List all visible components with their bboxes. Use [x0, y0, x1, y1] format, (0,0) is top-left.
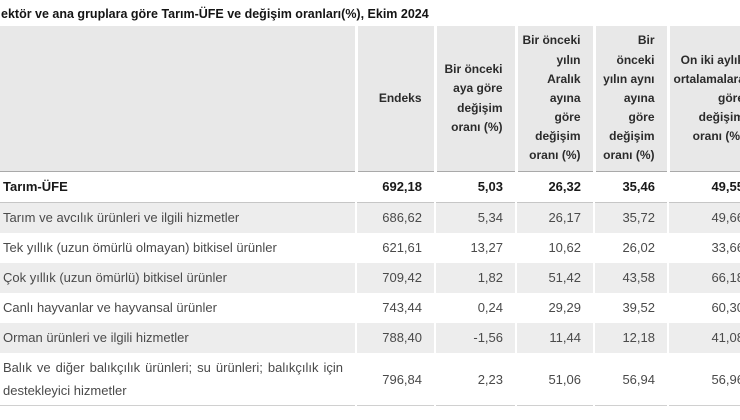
cell-value: 5,03	[434, 171, 516, 203]
cell-value: 2,23	[434, 353, 516, 406]
cell-value: 796,84	[355, 353, 435, 406]
cell-value: 743,44	[355, 293, 435, 323]
column-header-endeks: Endeks	[354, 26, 435, 172]
row-label: Çok yıllık (uzun ömürlü) bitkisel ürünle…	[0, 263, 356, 293]
column-header-category	[0, 26, 356, 172]
column-header-monthly-change: Bir önceki aya göre değişim oranı (%)	[433, 26, 516, 172]
cell-value: 26,02	[593, 233, 668, 263]
cell-value: 0,24	[434, 293, 516, 323]
row-label: Canlı hayvanlar ve hayvansal ürünler	[3, 299, 217, 315]
cell-value: 621,61	[355, 233, 435, 263]
cell-value: 41,08	[667, 323, 740, 353]
agri-ppi-table: Endeks Bir önceki aya göre değişim oranı…	[0, 26, 740, 406]
cell-value: 10,62	[515, 233, 594, 263]
table-header: Endeks Bir önceki aya göre değişim oranı…	[0, 26, 740, 172]
table-container: Endeks Bir önceki aya göre değişim oranı…	[0, 26, 740, 406]
row-label: Tek yıllık (uzun ömürlü olmayan) bitkise…	[3, 239, 277, 255]
table-row: Balık ve diğer balıkçılık ürünleri; su ü…	[0, 353, 740, 406]
cell-value: 11,44	[515, 323, 594, 353]
table-row: Orman ürünleri ve ilgili hizmetler 788,4…	[0, 323, 740, 353]
cell-value: 39,52	[593, 293, 668, 323]
cell-value: 35,46	[593, 171, 668, 203]
cell-value: 5,34	[434, 202, 516, 233]
table-body: Tarım-ÜFE 692,18 5,03 26,32 35,46 49,55 …	[0, 171, 740, 406]
column-header-yearly-change: Bir önceki yılın aynı ayına göre değişim…	[592, 26, 668, 172]
cell-value: 35,72	[593, 202, 668, 233]
cell-value: 56,94	[593, 353, 668, 406]
cell-value: 26,17	[515, 202, 594, 233]
cell-value: 43,58	[593, 263, 668, 293]
cell-value: 56,96	[667, 353, 740, 406]
column-header-twelve-month-avg-change: On iki aylık ortalamalara göre değişim o…	[666, 26, 740, 172]
column-header-since-december-change: Bir önceki yılın Aralık ayına göre değiş…	[514, 26, 594, 172]
cell-value: 60,30	[667, 293, 740, 323]
row-label: Tarım-ÜFE	[0, 171, 356, 203]
cell-value: 13,27	[434, 233, 516, 263]
cell-value: 26,32	[515, 171, 594, 203]
cell-value: 12,18	[593, 323, 668, 353]
page-title: ektör ve ana gruplara göre Tarım-ÜFE ve …	[1, 7, 429, 21]
cell-value: -1,56	[434, 323, 516, 353]
cell-value: 788,40	[355, 323, 435, 353]
table-row: Canlı hayvanlar ve hayvansal ürünler 743…	[0, 293, 740, 323]
cell-value: 49,55	[667, 171, 740, 203]
cell-value: 49,66	[667, 202, 740, 233]
cell-value: 51,06	[515, 353, 594, 406]
cell-value: 33,66	[667, 233, 740, 263]
cell-value: 709,42	[355, 263, 435, 293]
table-row: Çok yıllık (uzun ömürlü) bitkisel ürünle…	[0, 263, 740, 293]
header-row: Endeks Bir önceki aya göre değişim oranı…	[0, 26, 740, 172]
cell-value: 51,42	[515, 263, 594, 293]
row-label: Orman ürünleri ve ilgili hizmetler	[0, 323, 356, 353]
table-row: Tek yıllık (uzun ömürlü olmayan) bitkise…	[0, 233, 740, 263]
cell-value: 29,29	[515, 293, 594, 323]
row-label: Tarım ve avcılık ürünleri ve ilgili hizm…	[0, 202, 356, 233]
cell-value: 1,82	[434, 263, 516, 293]
row-label: Balık ve diğer balıkçılık ürünleri; su ü…	[0, 353, 356, 406]
table-row: Tarım ve avcılık ürünleri ve ilgili hizm…	[0, 202, 740, 233]
cell-value: 66,18	[667, 263, 740, 293]
cell-value: 686,62	[355, 202, 435, 233]
table-row: Tarım-ÜFE 692,18 5,03 26,32 35,46 49,55	[0, 171, 740, 203]
cell-value: 692,18	[355, 171, 435, 203]
